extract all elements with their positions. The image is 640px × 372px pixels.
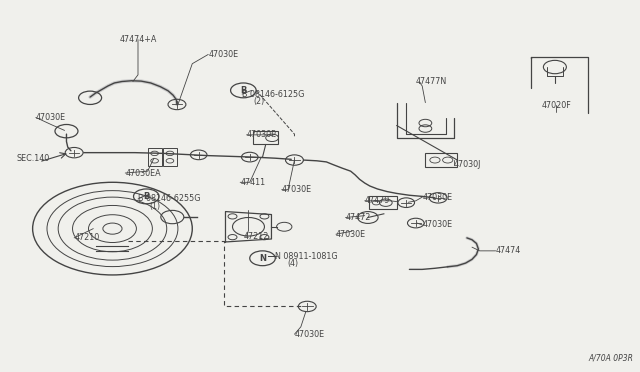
Text: B: B [240,86,246,95]
Text: 47474+A: 47474+A [119,35,157,44]
Text: B 08146-6255G: B 08146-6255G [138,195,200,203]
Text: N 08911-1081G: N 08911-1081G [275,252,338,261]
Text: 47030E: 47030E [422,221,452,230]
Text: 47210: 47210 [74,233,99,243]
Text: (2): (2) [253,97,265,106]
Text: 47030E: 47030E [282,185,312,194]
Text: B: B [143,192,150,201]
Text: 47477N: 47477N [416,77,447,86]
Bar [369,196,397,209]
Text: 47030E: 47030E [294,330,324,339]
Text: 47411: 47411 [240,178,266,187]
Text: (1): (1) [150,202,161,211]
Bar [253,131,278,144]
Text: B 08146-6125G: B 08146-6125G [242,90,305,99]
Text: 47472: 47472 [346,213,371,222]
Text: 47030E: 47030E [422,193,452,202]
Text: N: N [259,254,266,263]
Text: A/70A 0P3R: A/70A 0P3R [588,353,633,362]
Text: 47474: 47474 [495,246,521,255]
Text: 47212: 47212 [243,231,269,241]
Text: 47030P: 47030P [246,130,276,140]
Text: 47030J: 47030J [454,160,481,169]
Text: 47030E: 47030E [336,230,366,239]
Text: 47479: 47479 [365,196,390,205]
Text: 47020F: 47020F [541,101,571,110]
Text: 47030E: 47030E [208,50,238,59]
Text: SEC.140: SEC.140 [17,154,50,163]
Text: 47030EA: 47030EA [125,169,161,177]
Bar [148,148,162,166]
Text: (4): (4) [287,259,298,268]
Text: 47030E: 47030E [36,113,66,122]
Bar [426,153,458,167]
Bar [163,148,177,166]
